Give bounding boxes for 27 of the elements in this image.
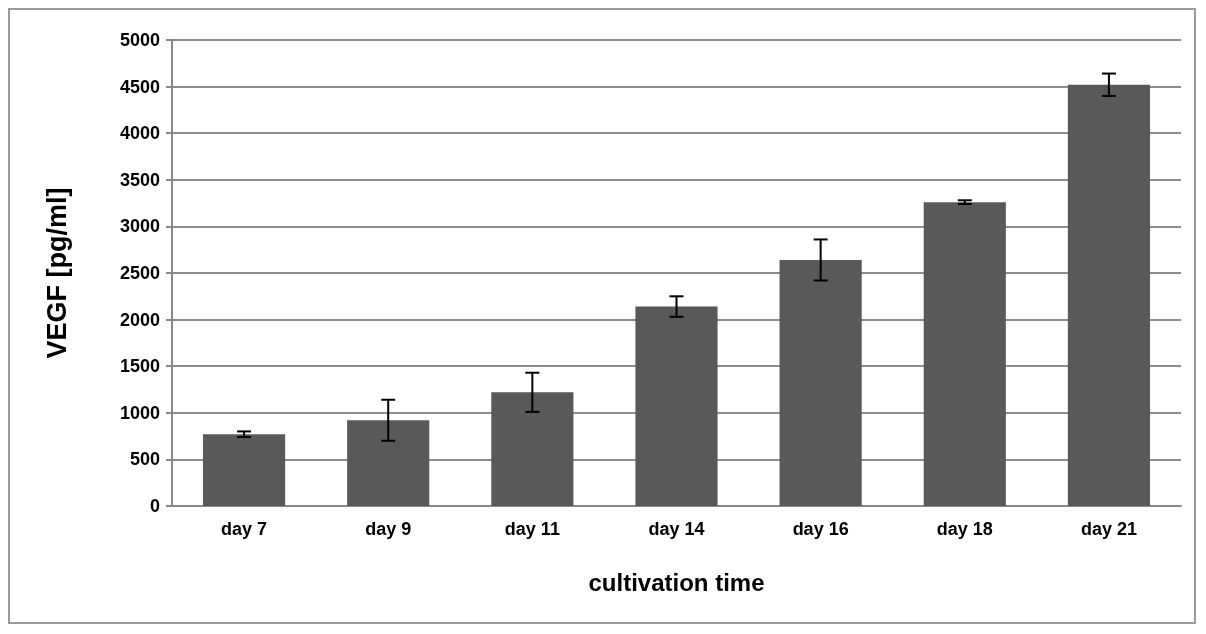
x-tick-label: day 18 bbox=[936, 519, 993, 539]
y-tick-label: 4500 bbox=[119, 76, 160, 97]
bar bbox=[779, 259, 862, 506]
bar bbox=[202, 434, 286, 506]
y-tick-label: 4000 bbox=[119, 123, 160, 144]
bar bbox=[923, 202, 1006, 506]
x-tick-label: day 9 bbox=[365, 519, 412, 539]
y-tick-label: 5000 bbox=[119, 30, 160, 50]
bar bbox=[491, 392, 574, 506]
y-tick-label: 3500 bbox=[119, 169, 160, 190]
y-tick-label: 500 bbox=[129, 449, 160, 470]
x-tick-label: day 7 bbox=[221, 519, 268, 539]
y-tick-label: 1000 bbox=[119, 402, 160, 423]
bar bbox=[635, 306, 718, 506]
y-tick-label: 2000 bbox=[119, 309, 160, 330]
x-axis-title: cultivation time bbox=[588, 568, 765, 596]
y-tick-label: 3000 bbox=[119, 216, 160, 237]
x-tick-label: day 14 bbox=[648, 519, 705, 539]
x-tick-label: day 11 bbox=[504, 519, 560, 539]
bar bbox=[1067, 84, 1151, 506]
y-axis-title: VEGF [pg/ml] bbox=[41, 187, 72, 359]
y-tick-label: 2500 bbox=[119, 263, 160, 283]
y-tick-label: 0 bbox=[149, 496, 160, 516]
bar bbox=[347, 420, 430, 506]
x-tick-label: day 21 bbox=[1080, 519, 1137, 539]
y-tick-label: 1500 bbox=[119, 356, 160, 377]
x-tick-label: day 16 bbox=[792, 519, 849, 539]
